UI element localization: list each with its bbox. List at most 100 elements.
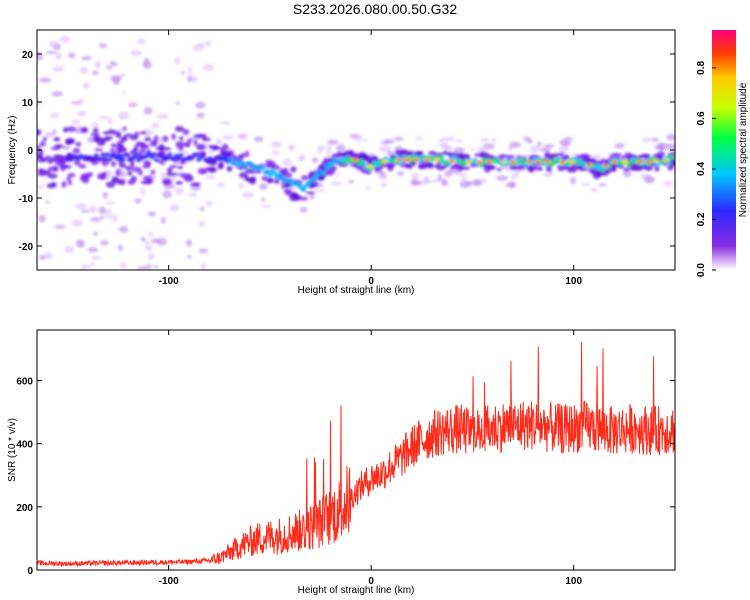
- spectrogram-cell: [80, 209, 89, 214]
- spectrogram-cell: [56, 154, 64, 161]
- spectrogram-cell: [352, 158, 358, 161]
- spectrogram-cell: [143, 107, 153, 115]
- spectrogram-cell: [43, 170, 52, 176]
- spectrogram-cell: [119, 261, 127, 270]
- spectrogram-cell: [283, 168, 289, 175]
- spectrogram-cell: [98, 115, 110, 120]
- spectrogram-cell: [365, 186, 371, 190]
- spectrogram-blobs: [37, 35, 675, 270]
- spectrogram-cell: [527, 165, 535, 173]
- spectrogram-cell: [481, 177, 487, 184]
- spectrogram-cell: [612, 160, 617, 164]
- spectrogram-cell: [226, 165, 233, 172]
- spectrogram-cell: [103, 131, 110, 135]
- spectrogram-cell: [66, 126, 77, 133]
- spectrogram-cell: [570, 165, 578, 173]
- snr-ytick-label: 600: [16, 377, 33, 388]
- spectrogram-cell: [336, 151, 341, 157]
- spectrogram-cell: [509, 141, 522, 149]
- spectrogram-cell: [44, 252, 53, 260]
- spectrogram-cell: [536, 167, 544, 171]
- spectrogram-cell: [71, 219, 83, 227]
- spectrogram-cell: [149, 140, 158, 147]
- spectrogram-cell: [163, 179, 172, 185]
- spectrogram-cell: [545, 165, 552, 172]
- spectrogram-cell: [272, 171, 278, 176]
- spectrogram-cell: [193, 139, 198, 146]
- spectrogram-cell: [202, 63, 215, 71]
- spectrogram-cell: [422, 178, 432, 185]
- spectrogram-cell: [662, 181, 674, 187]
- spectrogram-cell: [151, 152, 157, 157]
- spectrogram-cell: [505, 182, 517, 188]
- spectrogram-cell: [208, 144, 213, 149]
- spectrogram-cell: [510, 160, 515, 164]
- spectrogram-cell: [150, 238, 160, 244]
- spectrogram-cell: [90, 217, 101, 222]
- spectrogram-cell: [129, 134, 139, 141]
- spectrogram-cell: [110, 143, 116, 148]
- spectrogram-cell: [52, 129, 57, 136]
- spectrogram-cell: [175, 180, 183, 185]
- spectrogram-cell: [589, 158, 597, 162]
- spectrogram-cell: [75, 239, 85, 248]
- spectrogram-cell: [260, 165, 266, 171]
- spectrogram-cell: [441, 181, 449, 186]
- spectrogram-cell: [180, 172, 186, 179]
- spectrogram-cell: [327, 169, 334, 176]
- spectrogram-cell: [47, 173, 58, 179]
- colorbar-tick-label: 0.2: [696, 212, 707, 226]
- spectrogram-cell: [153, 135, 159, 142]
- spectrogram-cell: [330, 181, 343, 186]
- spectrogram-cell: [470, 147, 475, 151]
- spectrogram-cell: [137, 169, 143, 176]
- spectrogram-cell: [282, 158, 292, 167]
- spectrogram-cell: [151, 122, 160, 129]
- spectrogram-cell: [54, 52, 63, 58]
- spectrogram-xtick-label: 100: [565, 276, 582, 287]
- spectrogram-cell: [535, 160, 541, 164]
- spectrogram-cell: [565, 154, 570, 160]
- spectrogram-cell: [654, 165, 660, 172]
- spectrogram-cell: [175, 187, 185, 195]
- spectrogram-cell: [117, 181, 126, 186]
- spectrogram-cell: [479, 162, 485, 168]
- spectrogram-cell: [397, 158, 402, 161]
- spectrogram-cell: [381, 159, 389, 164]
- spectrogram-cell: [261, 175, 269, 182]
- spectrogram-cell: [317, 145, 327, 150]
- spectrogram-cell: [90, 132, 100, 137]
- spectrogram-cell: [150, 169, 156, 175]
- spectrogram-cell: [560, 160, 565, 164]
- spectrogram-cell: [433, 158, 441, 162]
- spectrogram-cell: [612, 152, 622, 158]
- spectrogram-cell: [91, 157, 97, 162]
- colorbar-scale: [712, 30, 736, 270]
- spectrogram-cell: [142, 180, 153, 185]
- spectrogram-cell: [48, 40, 59, 48]
- spectrogram-cell: [630, 166, 637, 171]
- snr-xlabel: Height of straight line (km): [298, 585, 415, 596]
- spectrogram-cell: [140, 143, 147, 151]
- spectrogram-cell: [190, 186, 202, 191]
- spectrogram-cell: [662, 158, 670, 162]
- spectrogram-cell: [472, 178, 482, 187]
- spectrogram-cell: [626, 162, 632, 168]
- spectrogram-cell: [537, 141, 542, 147]
- spectrogram-cell: [311, 157, 319, 164]
- spectrogram-cell: [105, 65, 113, 70]
- spectrogram-cell: [130, 160, 135, 168]
- spectrogram-cell: [162, 190, 172, 199]
- spectrogram-heatmap: [37, 35, 675, 270]
- spectrogram-cell: [455, 139, 463, 143]
- spectrogram-cell: [399, 163, 408, 168]
- spectrogram-cell: [116, 134, 122, 139]
- spectrogram-cell: [54, 224, 66, 229]
- spectrogram-cell: [195, 101, 206, 109]
- spectrogram-cell: [309, 192, 315, 200]
- spectrogram-cell: [529, 145, 540, 153]
- spectrogram-cell: [287, 144, 296, 150]
- spectrogram-cell: [597, 164, 603, 169]
- spectrogram-cell: [624, 152, 633, 159]
- spectrogram-cell: [614, 145, 621, 149]
